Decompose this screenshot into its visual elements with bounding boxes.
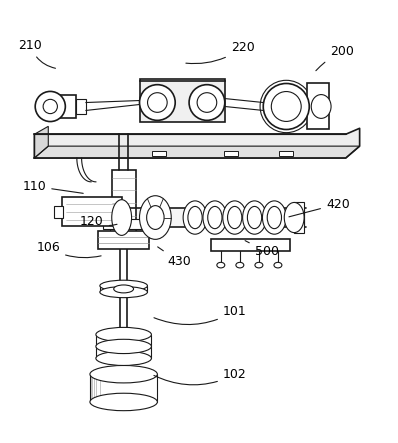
- Text: 500: 500: [245, 241, 279, 258]
- Text: 210: 210: [19, 39, 55, 68]
- Bar: [98, 231, 149, 249]
- Ellipse shape: [311, 95, 331, 118]
- Bar: [294, 202, 304, 233]
- Ellipse shape: [100, 280, 147, 291]
- Ellipse shape: [228, 206, 242, 229]
- Ellipse shape: [262, 201, 286, 234]
- Bar: [52, 95, 76, 118]
- Bar: [76, 99, 86, 113]
- Ellipse shape: [140, 196, 171, 239]
- Ellipse shape: [263, 83, 309, 129]
- Bar: [54, 206, 63, 218]
- Ellipse shape: [96, 351, 151, 365]
- Ellipse shape: [271, 92, 301, 121]
- Text: 420: 420: [289, 198, 350, 217]
- Ellipse shape: [140, 85, 175, 120]
- Bar: [279, 151, 293, 156]
- Text: 101: 101: [154, 305, 246, 325]
- Bar: [307, 83, 329, 129]
- Ellipse shape: [146, 206, 164, 229]
- Ellipse shape: [96, 339, 151, 354]
- Ellipse shape: [217, 262, 225, 268]
- Bar: [112, 170, 136, 223]
- Ellipse shape: [43, 99, 57, 113]
- Ellipse shape: [197, 93, 217, 113]
- Ellipse shape: [208, 206, 222, 229]
- Text: 220: 220: [186, 41, 254, 64]
- Bar: [152, 151, 166, 156]
- Ellipse shape: [148, 93, 167, 113]
- Text: 430: 430: [158, 247, 191, 268]
- Ellipse shape: [189, 85, 225, 120]
- Text: 120: 120: [80, 215, 117, 229]
- Ellipse shape: [100, 287, 147, 298]
- Ellipse shape: [243, 201, 266, 234]
- Ellipse shape: [114, 285, 134, 293]
- Bar: [62, 197, 122, 226]
- Bar: [114, 208, 306, 227]
- Bar: [224, 151, 238, 156]
- Ellipse shape: [284, 202, 304, 233]
- Ellipse shape: [255, 262, 263, 268]
- Ellipse shape: [267, 206, 281, 229]
- Polygon shape: [34, 126, 48, 158]
- Text: 102: 102: [154, 368, 246, 385]
- Ellipse shape: [223, 201, 247, 234]
- Polygon shape: [34, 146, 360, 158]
- Text: 110: 110: [23, 180, 83, 193]
- Ellipse shape: [183, 201, 207, 234]
- Ellipse shape: [236, 262, 244, 268]
- Polygon shape: [34, 128, 360, 158]
- Ellipse shape: [96, 327, 151, 342]
- Bar: [211, 239, 290, 251]
- Text: 106: 106: [36, 241, 101, 258]
- Ellipse shape: [112, 200, 132, 235]
- Ellipse shape: [188, 206, 202, 229]
- Ellipse shape: [274, 262, 282, 268]
- Ellipse shape: [35, 91, 65, 121]
- Text: 200: 200: [316, 45, 354, 71]
- Ellipse shape: [248, 206, 261, 229]
- Ellipse shape: [90, 393, 157, 411]
- Bar: [140, 79, 225, 122]
- Ellipse shape: [203, 201, 227, 234]
- Bar: [103, 219, 144, 229]
- Ellipse shape: [90, 365, 157, 383]
